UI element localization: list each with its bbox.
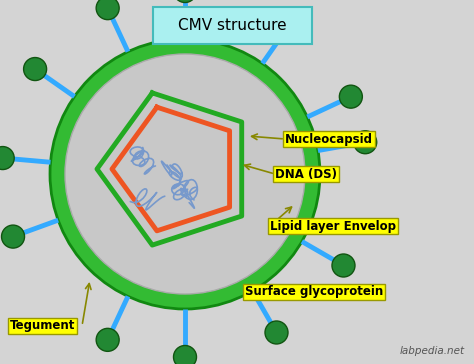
Circle shape — [50, 39, 320, 309]
Text: DNA (DS): DNA (DS) — [275, 167, 337, 181]
Circle shape — [278, 13, 301, 36]
Text: labpedia.net: labpedia.net — [400, 346, 465, 356]
Polygon shape — [97, 93, 242, 245]
Text: CMV structure: CMV structure — [178, 18, 287, 33]
FancyBboxPatch shape — [153, 7, 312, 44]
Text: Tegument: Tegument — [10, 320, 75, 332]
Circle shape — [265, 321, 288, 344]
Circle shape — [24, 58, 46, 80]
Text: Nucleocapsid: Nucleocapsid — [285, 132, 373, 146]
Circle shape — [1, 225, 25, 248]
Circle shape — [173, 0, 197, 3]
Text: Lipid layer Envelop: Lipid layer Envelop — [270, 219, 396, 233]
Circle shape — [354, 131, 377, 154]
Circle shape — [332, 254, 355, 277]
Circle shape — [96, 0, 119, 20]
Circle shape — [173, 345, 197, 364]
Circle shape — [96, 328, 119, 351]
Circle shape — [339, 85, 362, 108]
Circle shape — [0, 147, 14, 170]
Text: Surface glycoprotein: Surface glycoprotein — [245, 285, 383, 298]
Polygon shape — [112, 107, 229, 231]
Circle shape — [65, 54, 305, 294]
